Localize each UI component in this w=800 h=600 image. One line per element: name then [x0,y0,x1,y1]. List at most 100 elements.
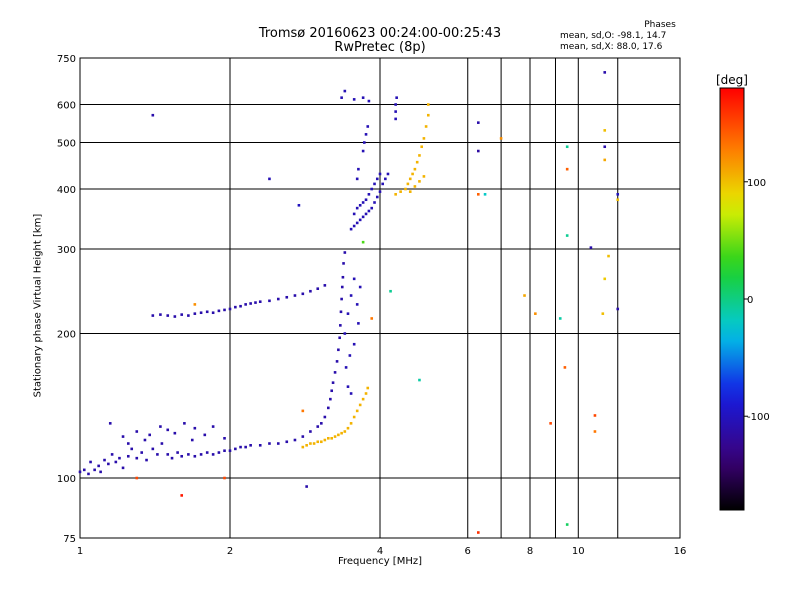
echo-point [361,397,365,401]
echo-point [333,371,337,374]
echo-point [190,438,194,442]
echo-point [616,307,620,311]
echo-point [426,103,430,106]
echo-point [309,430,312,433]
echo-point [342,262,345,265]
echo-point [183,422,186,425]
echo-point [114,460,118,464]
echo-point [340,96,343,99]
echo-point [603,129,607,132]
echo-point [89,460,92,464]
echo-point [477,193,480,196]
echo-point [301,435,305,438]
echo-point [340,431,343,435]
echo-point [327,406,330,410]
echo-point [203,433,207,437]
echo-point [355,221,359,225]
echo-point [349,392,353,395]
echo-point [355,303,359,306]
echo-point [234,305,237,309]
echo-point [408,177,412,181]
echo-point [211,425,215,428]
echo-point [349,227,353,231]
echo-point [160,442,164,445]
echo-point [151,314,155,317]
echo-point [420,145,423,149]
echo-point [352,98,356,101]
echo-point [193,454,197,458]
echo-point [344,366,348,369]
y-tick-label: 200 [57,330,76,341]
echo-point [244,445,247,449]
echo-point [418,180,421,183]
echo-point [361,149,365,153]
echo-point [126,442,130,445]
echo-point [323,284,327,287]
echo-point [151,113,155,117]
phase-stats-title: Phases [644,20,676,30]
echo-point [384,177,387,181]
echo-point [239,304,242,308]
echo-point [193,303,197,306]
echo-point [357,167,360,171]
echo-point [355,206,359,210]
echo-point [424,125,428,128]
echo-point [316,287,320,290]
echo-point [411,172,414,176]
echo-point [258,444,262,447]
echo-point [361,201,365,204]
echo-point [228,307,232,311]
echo-point [375,177,379,181]
chart-title: Tromsø 20160623 00:24:00-00:25:43 [258,26,502,41]
echo-point [140,451,144,454]
y-tick-label: 600 [57,101,76,112]
echo-point [477,121,480,124]
echo-point [367,99,371,103]
echo-point [413,185,417,188]
echo-point [327,436,330,440]
echo-point [370,317,374,320]
x-tick-label: 6 [465,546,471,557]
echo-point [367,209,371,213]
echo-point [603,158,607,162]
echo-point [362,141,366,144]
echo-point [607,254,610,258]
y-tick-label: 400 [57,185,76,196]
echo-point [151,447,155,451]
echo-point [337,433,340,437]
echo-point [364,212,368,216]
echo-point [389,289,392,293]
echo-point [323,415,327,419]
echo-point [159,425,162,428]
echo-point [173,431,177,435]
echo-point [603,145,607,149]
echo-point [301,409,305,413]
echo-point [413,167,417,171]
x-tick-label: 4 [377,546,383,557]
echo-point [364,198,368,202]
echo-point [228,449,232,453]
echo-point [93,468,96,472]
echo-point [426,113,430,117]
echo-point [394,103,397,106]
echo-point [422,175,426,178]
y-tick-label: 100 [57,474,76,485]
echo-point [121,435,125,438]
echo-point [249,302,252,305]
phase-stats: Phases mean, sd,O: -98.1, 14.7 mean, sd,… [560,20,700,53]
echo-point [199,311,203,315]
echo-point [366,386,370,390]
echo-point [148,433,152,437]
echo-point [309,289,312,293]
echo-point [338,336,341,340]
echo-point [173,315,177,318]
echo-point [358,203,362,207]
x-tick-label: 1 [77,546,83,557]
echo-point [373,201,376,204]
echo-point [223,436,226,440]
echo-point [87,472,90,476]
echo-point [166,428,170,432]
echo-point [483,193,487,196]
x-axis-label: Frequency [MHz] [337,556,423,567]
echo-point [223,308,226,312]
